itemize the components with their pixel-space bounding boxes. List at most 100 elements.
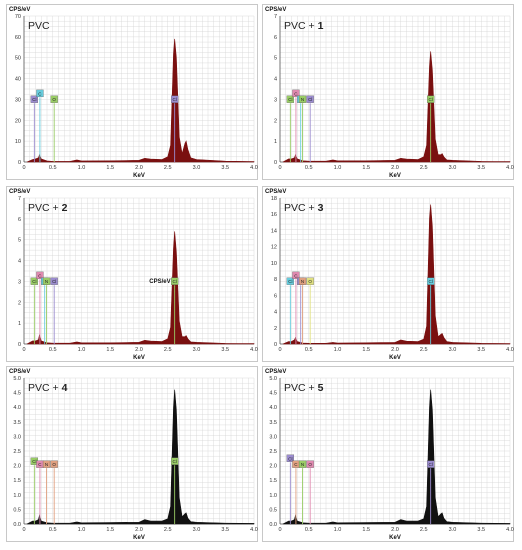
x-axis-title: KeV xyxy=(133,535,145,541)
x-tick-label: 4.0 xyxy=(250,165,258,171)
element-marker-n: N xyxy=(42,277,51,344)
x-tick-label: 2.5 xyxy=(420,165,428,171)
y-tick-label: 2.0 xyxy=(269,464,277,470)
panel-frame xyxy=(6,366,258,542)
x-tick-label: 2.0 xyxy=(135,165,143,171)
x-tick-label: 2.5 xyxy=(164,347,172,353)
panel-frame xyxy=(6,186,258,362)
marker-box xyxy=(298,95,307,103)
marker-box xyxy=(286,277,295,285)
y-axis-title: CPS/eV xyxy=(9,369,30,375)
x-tick-label: 3.0 xyxy=(449,165,457,171)
element-marker-n: N xyxy=(298,460,307,524)
y-tick-label: 5 xyxy=(274,56,277,62)
x-axis-title: KeV xyxy=(389,535,401,541)
marker-box xyxy=(36,89,44,98)
panel-frame xyxy=(6,4,258,180)
marker-box xyxy=(298,460,307,468)
marker-label: C xyxy=(294,91,298,96)
y-axis-title: CPS/eV xyxy=(265,7,286,13)
y-tick-label: 3.0 xyxy=(269,434,277,440)
y-tick-label: 3.5 xyxy=(269,420,277,426)
y-tick-label: 10 xyxy=(271,261,277,267)
element-marker-cl: Cl xyxy=(306,95,314,162)
marker-label: O xyxy=(308,462,312,467)
marker-label: Cl xyxy=(52,279,56,284)
marker-label: N xyxy=(301,462,304,467)
x-tick-label: 1.5 xyxy=(106,165,114,171)
y-tick-label: 0.5 xyxy=(13,507,21,513)
marker-label: O xyxy=(308,279,312,284)
x-tick-label: 3.5 xyxy=(477,527,485,533)
x-tick-label: 3.5 xyxy=(477,347,485,353)
y-tick-label: 0.0 xyxy=(269,522,277,528)
grid xyxy=(279,197,511,345)
y-tick-label: 4 xyxy=(274,77,277,83)
marker-label: Cl xyxy=(308,97,312,102)
y-tick-label: 1.0 xyxy=(13,493,21,499)
x-tick-label: 3.0 xyxy=(193,527,201,533)
x-tick-label: 3.0 xyxy=(449,347,457,353)
element-marker-cl: Cl xyxy=(426,95,435,162)
panel-frame xyxy=(262,186,514,362)
y-tick-label: 10 xyxy=(15,139,21,145)
marker-label: N xyxy=(301,97,304,102)
x-axis-title: KeV xyxy=(133,173,145,179)
marker-box xyxy=(426,277,435,285)
element-marker-c: C xyxy=(36,89,44,162)
element-marker-o: O xyxy=(50,95,58,162)
x-tick-label: 3.0 xyxy=(193,165,201,171)
element-marker-c: C xyxy=(292,89,300,162)
grid xyxy=(279,377,511,525)
y-tick-label: 4 xyxy=(18,259,21,265)
x-tick-label: 0.5 xyxy=(305,527,313,533)
element-marker-o: O xyxy=(306,460,314,524)
marker-label: Cl xyxy=(429,97,433,102)
x-tick-label: 1.5 xyxy=(362,527,370,533)
marker-box xyxy=(50,277,58,285)
element-marker-cl: Cl xyxy=(426,460,435,524)
element-marker-n: N xyxy=(42,460,51,524)
marker-label: Cl xyxy=(173,279,177,284)
y-tick-label: 40 xyxy=(15,77,21,83)
x-tick-label: 3.0 xyxy=(449,527,457,533)
x-tick-label: 2.0 xyxy=(135,347,143,353)
sample-name: PVC + xyxy=(284,382,318,394)
y-axis-title: CPS/eV xyxy=(265,189,286,195)
sample-label: PVC xyxy=(28,20,50,32)
spectrum-panel-2: 0 1 2 3 4 5 6 7 0 0.5 1.0 1.5 2.0 2.5 3.0 3.5 4.0 CPS/eV K… xyxy=(262,4,514,180)
x-axis-title: KeV xyxy=(133,355,145,361)
sample-name: PVC + xyxy=(28,382,62,394)
x-tick-label: 2.0 xyxy=(391,347,399,353)
y-tick-label: 20 xyxy=(15,118,21,124)
marker-label: N xyxy=(45,462,48,467)
x-axis-title: KeV xyxy=(389,173,401,179)
y-tick-label: 12 xyxy=(271,245,277,251)
x-tick-label: 2.5 xyxy=(420,347,428,353)
x-tick-label: 4.0 xyxy=(506,527,514,533)
x-tick-label: 1.0 xyxy=(334,165,342,171)
x-tick-label: 2.5 xyxy=(164,165,172,171)
element-marker-cl: Cl xyxy=(170,457,179,524)
sample-name: PVC + xyxy=(28,202,62,214)
marker-label: Cl xyxy=(288,456,292,461)
inner-axis-label: CPS/eV xyxy=(149,279,170,285)
marker-box xyxy=(286,95,295,103)
y-tick-label: 0.5 xyxy=(269,507,277,513)
sample-label: PVC + 4 xyxy=(28,382,68,394)
y-tick-label: 7 xyxy=(18,196,21,202)
element-marker-cl: Cl xyxy=(286,95,295,162)
y-tick-label: 5 xyxy=(18,238,21,244)
marker-label: O xyxy=(52,462,56,467)
x-tick-label: 3.5 xyxy=(221,347,229,353)
element-marker-n: N xyxy=(298,277,307,344)
y-tick-label: 4.0 xyxy=(269,405,277,411)
x-tick-label: 0.5 xyxy=(49,347,57,353)
marker-box xyxy=(30,277,39,285)
marker-box xyxy=(42,277,51,285)
x-tick-label: 1.0 xyxy=(334,527,342,533)
marker-label: Cl xyxy=(32,279,36,284)
x-tick-label: 2.0 xyxy=(135,527,143,533)
marker-label: C xyxy=(294,273,298,278)
grid xyxy=(23,197,255,345)
